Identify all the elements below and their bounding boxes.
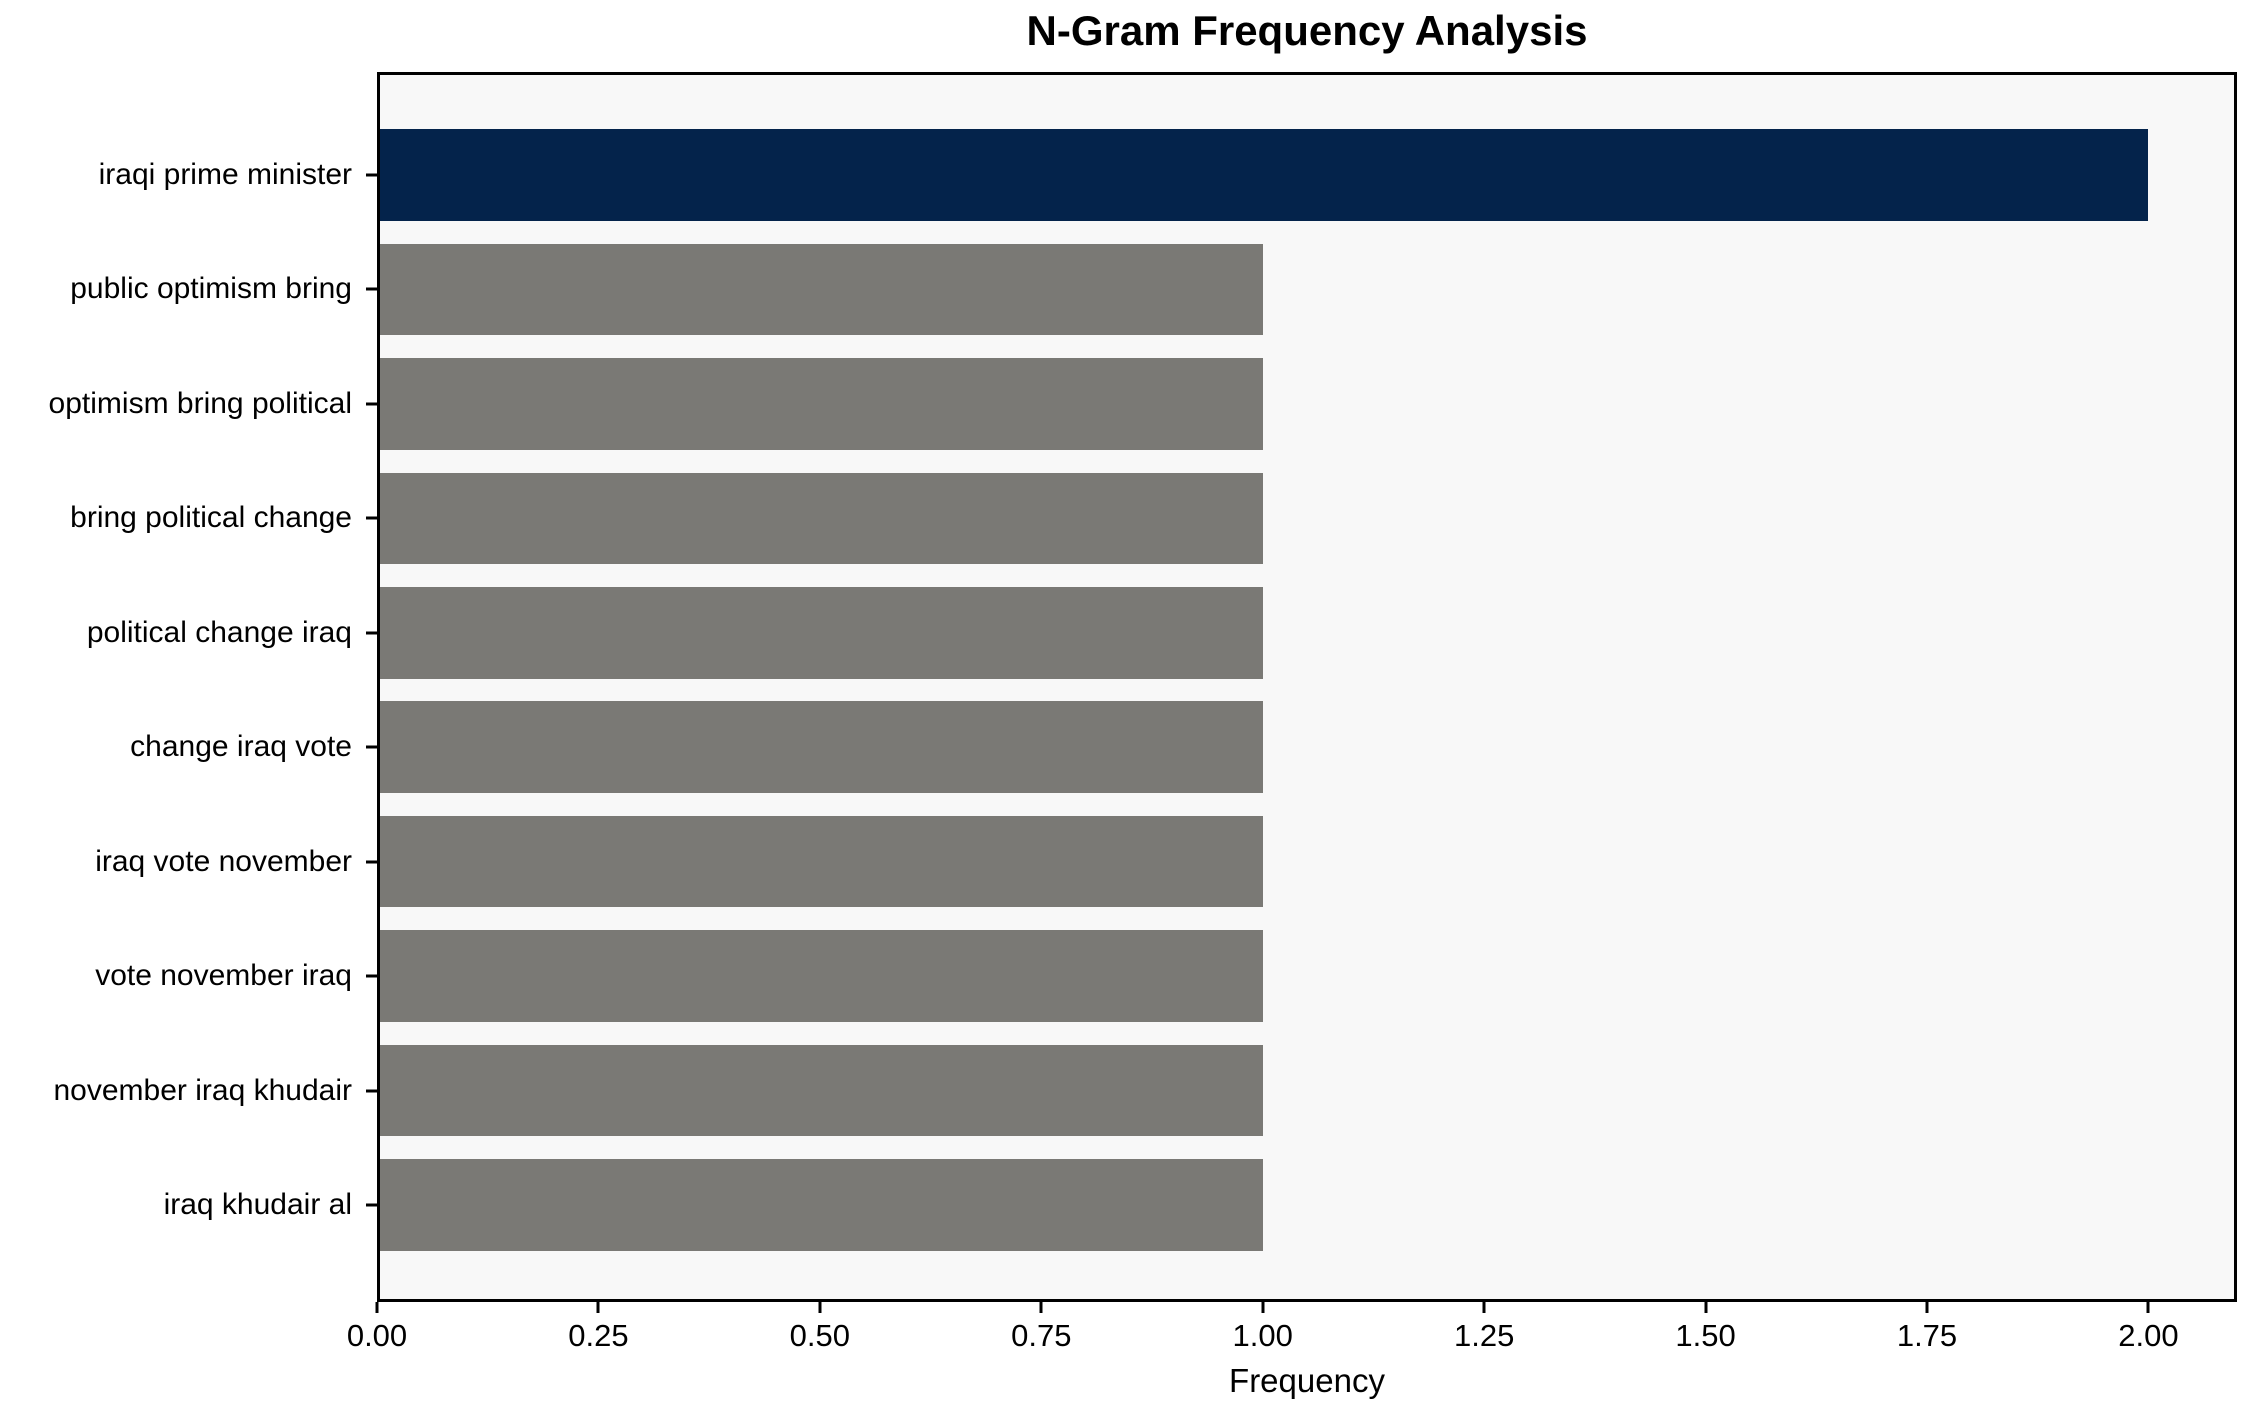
y-tick-label: iraq vote november xyxy=(95,844,352,878)
y-tick-label: iraqi prime minister xyxy=(98,158,352,191)
bar xyxy=(377,1044,1263,1137)
x-tick-mark xyxy=(1704,1302,1708,1313)
x-tick-label: 2.00 xyxy=(2118,1318,2179,1353)
bar xyxy=(377,930,1263,1022)
y-tick-mark xyxy=(366,745,377,749)
y-tick-mark xyxy=(366,287,377,291)
y-tick-mark xyxy=(366,974,377,978)
bar xyxy=(377,472,1263,565)
bar xyxy=(377,587,1263,679)
y-tick-label: vote november iraq xyxy=(95,959,352,993)
y-tick-mark xyxy=(366,1203,377,1207)
x-tick-mark xyxy=(1261,1302,1265,1313)
bar xyxy=(377,1159,1263,1251)
plot-area xyxy=(377,72,2237,1302)
y-tick-mark xyxy=(366,860,377,864)
y-tick-label: change iraq vote xyxy=(130,730,352,764)
y-tick-mark xyxy=(366,1089,377,1093)
x-tick-mark xyxy=(1039,1302,1043,1313)
y-tick-label: optimism bring political xyxy=(48,386,352,420)
bar xyxy=(377,129,2149,221)
y-tick-mark xyxy=(366,173,377,177)
bar xyxy=(377,815,1263,908)
chart-title: N-Gram Frequency Analysis xyxy=(1026,7,1588,54)
x-tick-label: 1.25 xyxy=(1453,1318,1515,1353)
y-tick-label: bring political change xyxy=(70,501,352,535)
x-tick-label: 0.75 xyxy=(1011,1318,1072,1353)
y-tick-mark xyxy=(366,516,377,520)
y-tick-label: political change iraq xyxy=(86,615,352,649)
x-tick-mark xyxy=(1482,1302,1486,1313)
bar xyxy=(377,701,1263,793)
y-tick-label: iraq khudair al xyxy=(163,1187,352,1221)
x-tick-mark xyxy=(2146,1302,2150,1313)
y-tick-label: november iraq khudair xyxy=(53,1073,353,1107)
y-tick-mark xyxy=(366,631,377,635)
x-tick-label: 0.50 xyxy=(789,1318,851,1353)
x-tick-label: 1.75 xyxy=(1896,1318,1958,1353)
x-tick-label: 1.00 xyxy=(1232,1318,1293,1353)
bar xyxy=(377,243,1263,336)
x-tick-mark xyxy=(375,1302,379,1313)
x-tick-label: 0.00 xyxy=(346,1318,408,1353)
y-tick-label: public optimism bring xyxy=(70,272,352,306)
y-tick-mark xyxy=(366,402,377,406)
x-tick-label: 0.25 xyxy=(568,1318,629,1353)
x-tick-label: 1.50 xyxy=(1675,1318,1736,1353)
x-tick-mark xyxy=(596,1302,600,1313)
x-axis-label: Frequency xyxy=(1229,1362,1385,1399)
x-tick-mark xyxy=(1925,1302,1929,1313)
bar xyxy=(377,358,1263,450)
x-tick-mark xyxy=(818,1302,822,1313)
